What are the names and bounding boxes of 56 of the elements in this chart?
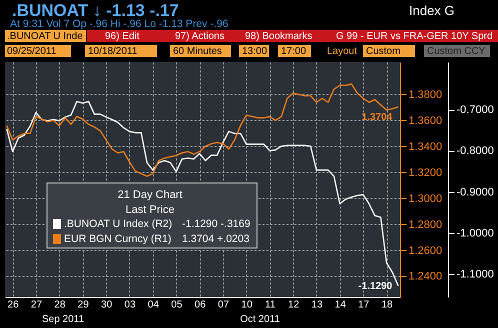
y-tick-label: 1.2400 <box>408 270 442 283</box>
legend-label: .BUNOAT U Index (R2) <box>64 218 172 230</box>
text: 09/25/2011 <box>7 46 57 57</box>
text: 97) Actions <box>175 31 224 42</box>
data-label: 1.3704 <box>362 112 393 123</box>
x-tick-label: 12 <box>288 300 300 310</box>
y2-tick-label: -0.9000 <box>456 186 494 198</box>
text: 96) Edit <box>105 31 140 42</box>
x-tick-label: 30 <box>101 300 113 310</box>
text: Layout <box>327 46 358 57</box>
x-tick-label: 14 <box>334 300 346 310</box>
x-tick-label: 17 <box>358 300 370 310</box>
text: Custom CCY <box>427 46 486 57</box>
chart-title: .BUNOAT ↓ -1.13 -.17 <box>12 1 179 20</box>
annotation: Last Price <box>126 204 174 216</box>
legend-title: 21 Day Chart <box>118 189 182 201</box>
x-tick-label: 29 <box>78 300 90 310</box>
y-tick-label: 1.3000 <box>408 192 442 205</box>
x-tick-label: 05 <box>171 300 183 310</box>
text: Custom <box>366 46 400 57</box>
text: G 99 - EUR vs FRA-GER 10Y Sprd <box>336 31 493 42</box>
chart-subtitle: At 9:31 Vol 7 Op -.96 Hi -.96 Lo -1.13 Prev -.96 <box>10 18 228 30</box>
y-tick-label: 1.2800 <box>408 218 442 231</box>
y2-tick-label: -0.8000 <box>456 145 494 158</box>
y2-tick-label: -1.0000 <box>456 227 494 240</box>
text: Oct 2011 <box>240 314 280 325</box>
annotation: -1.1290 -.3169 <box>182 218 250 230</box>
x-tick-label: 27 <box>30 300 42 310</box>
text: Sep 2011 <box>42 314 84 325</box>
text: 10/18/2011 <box>88 46 138 57</box>
x-tick-label: 07 <box>218 300 230 310</box>
text: Index G <box>409 3 455 18</box>
annotation: 1.3704 +.0203 <box>182 233 250 245</box>
x-tick-label: 13 <box>311 300 323 310</box>
data-label: -1.1290 <box>358 280 393 292</box>
text: .BUNOAT U Inde <box>7 31 84 42</box>
x-tick-label: 18 <box>382 300 394 310</box>
y-tick-label: 1.3200 <box>408 166 442 179</box>
y2-tick-label: -0.7000 <box>456 104 494 116</box>
y2-tick-label: -1.1000 <box>456 268 494 280</box>
y-tick-label: 1.3600 <box>408 114 442 127</box>
x-tick-label: 06 <box>194 300 206 310</box>
x-tick-label: 03 <box>124 300 136 310</box>
x-tick-label: 10 <box>241 300 253 310</box>
x-tick-label: 28 <box>54 300 66 310</box>
y-tick-label: 1.3400 <box>408 140 442 153</box>
x-tick-label: 26 <box>8 300 20 310</box>
x-tick-label: 04 <box>148 300 160 310</box>
x-tick-label: 11 <box>265 300 276 310</box>
text: 60 Minutes <box>173 46 222 57</box>
text: 17:00 <box>281 46 306 57</box>
text: 98) Bookmarks <box>245 31 312 42</box>
legend-label: EUR BGN Curncy (R1) <box>64 233 172 245</box>
y-tick-label: 1.3800 <box>408 88 442 101</box>
text: 13:00 <box>242 46 268 57</box>
y-tick-label: 1.2600 <box>408 244 442 257</box>
